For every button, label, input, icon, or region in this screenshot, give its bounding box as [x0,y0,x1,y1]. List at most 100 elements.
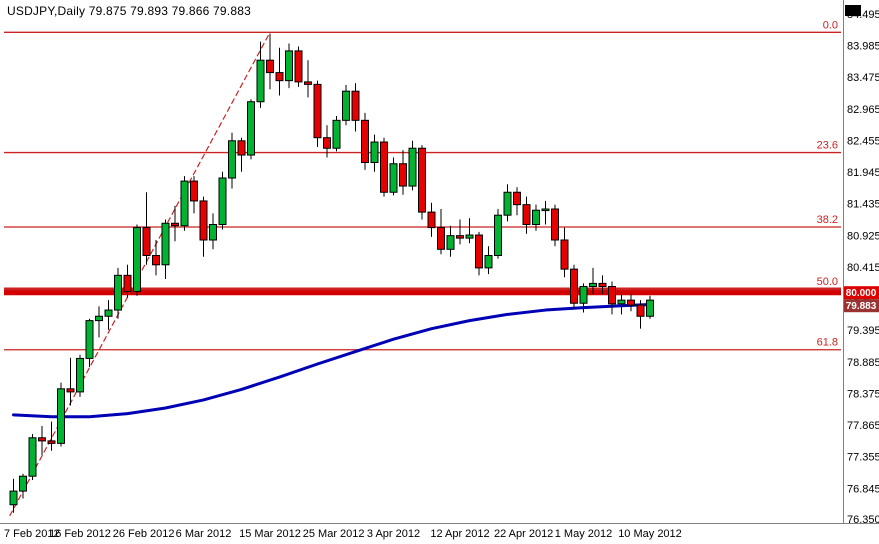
price-axis-label: 82.455 [847,135,879,147]
candle-body [608,285,616,305]
candle-body [161,222,170,266]
candle-body [380,141,388,193]
candle-body [494,214,502,256]
candle-body [104,309,113,317]
candle-body [437,227,445,250]
price-axis-label: 83.475 [847,72,879,84]
candle-body [389,163,398,193]
fib-level-label: 38.2 [817,214,838,226]
price-axis-label: 76.845 [847,483,879,495]
candle-body [114,274,122,311]
candle-body [218,177,227,225]
candle-body [342,90,350,121]
chart-title: USDJPY,Daily 79.875 79.893 79.866 79.883 [7,4,251,18]
price-axis-label: 83.985 [847,41,879,53]
candle-body [399,163,407,187]
candle-body [532,209,540,225]
candle-body [19,475,27,492]
price-axis-label: 78.885 [847,357,879,369]
candle-body [294,50,303,83]
price-tag [844,286,879,300]
time-axis-label: 7 Feb 2012 [4,528,60,540]
fib-level-label: 61.8 [817,337,838,349]
price-tag-text: 80.000 [846,288,877,299]
time-axis-label: 12 Apr 2012 [430,528,489,540]
fib-level-label: 50.0 [817,276,838,288]
candle-body [247,101,255,156]
time-axis-label: 22 Apr 2012 [494,528,553,540]
price-axis-label: 79.395 [847,325,879,337]
price-axis-label: 81.435 [847,199,879,211]
price-axis-label: 77.865 [847,420,879,432]
candle-body [266,59,274,74]
candle-body [418,147,426,213]
price-axis-label: 81.945 [847,167,879,179]
price-axis-label: 80.415 [847,262,879,274]
candle-body [465,234,474,239]
candle-body [617,299,626,305]
fib-level-label: 23.6 [817,140,838,152]
candle-body [228,140,236,179]
price-axis-label: 78.375 [847,388,879,400]
candle-body [570,268,578,304]
candle-body [180,180,189,227]
time-axis-label: 1 May 2012 [555,528,612,540]
candle-body [589,282,597,287]
candle-body [199,200,208,241]
candle-body [275,72,284,82]
candle-body [484,254,493,269]
candle-body [313,83,322,139]
candle-body [503,191,512,216]
candle-body [142,227,151,256]
price-axis-label: 77.355 [847,452,879,464]
candle-body [541,208,550,212]
time-axis-label: 25 Mar 2012 [303,528,365,540]
candle-body [256,59,265,103]
time-axis-label: 26 Feb 2012 [113,528,175,540]
candle-body [95,315,103,322]
candle-body [190,180,198,202]
time-axis-label: 10 May 2012 [618,528,682,540]
candle-body [636,304,645,317]
candle-body [209,223,217,241]
time-axis-label: 6 Mar 2012 [176,528,232,540]
candle-body [598,282,607,287]
candle-body [38,437,46,442]
candle-body [513,191,521,206]
candle-body [627,299,635,306]
time-axis-label: 15 Mar 2012 [239,528,301,540]
candle-body [646,299,654,317]
candle-body [361,119,369,163]
candle-body [551,208,559,241]
candle-body [560,239,569,270]
candle-body [133,227,141,292]
candle-body [304,81,312,85]
candle-body [9,490,18,506]
time-axis-label: 3 Apr 2012 [367,528,420,540]
candle-body [85,320,94,359]
price-axis[interactable]: 84.49583.98583.47582.96582.45581.94581.4… [847,9,879,526]
candle-body [351,90,360,121]
candle-body [28,437,37,477]
window-corner-box [845,5,861,16]
candle-body [408,147,417,187]
candle-body [57,388,65,444]
candle-body [446,235,455,250]
candle-body [47,440,56,444]
candle-body [66,388,75,393]
candle-body [332,119,341,149]
candles-layer [9,33,654,513]
candle-body [237,140,246,156]
price-axis-label: 82.965 [847,104,879,116]
price-tag-text: 79.883 [846,301,877,312]
moving-average-line[interactable] [12,302,652,419]
time-axis-label: 16 Feb 2012 [49,528,111,540]
fib-level-label: 0.0 [823,19,838,31]
candle-body [123,274,132,292]
candle-body [427,211,436,229]
price-axis-label: 76.350 [847,514,879,526]
